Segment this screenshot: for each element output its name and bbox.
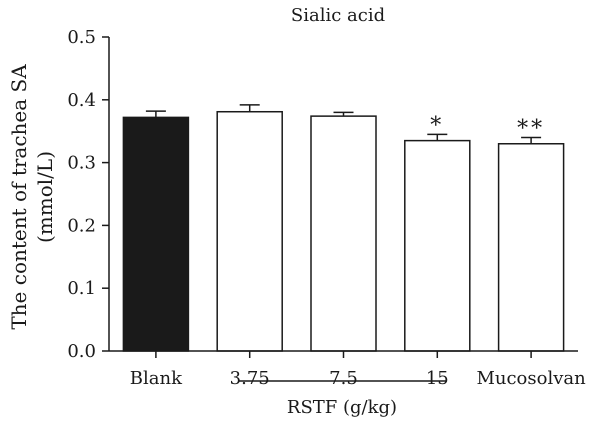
- y-tick-label: 0.4: [67, 90, 96, 111]
- significance-marker-4: **: [517, 116, 545, 141]
- y-axis-label-line1: The content of trachea SA: [7, 64, 31, 330]
- x-tick-label: 15: [426, 368, 449, 389]
- bar-3: [404, 139, 471, 352]
- bar-2: [310, 115, 377, 352]
- x-tick-label: Mucosolvan: [476, 368, 586, 389]
- bar-1: [216, 110, 283, 352]
- y-tick-label: 0.2: [67, 215, 96, 236]
- x-tick-label: 7.5: [329, 368, 358, 389]
- bar-4: [497, 143, 565, 352]
- x-tick-label: 3.75: [230, 368, 270, 389]
- significance-marker-3: *: [430, 113, 444, 138]
- y-tick-label: 0.3: [67, 153, 96, 174]
- x-tick-label: Blank: [130, 368, 183, 389]
- y-axis: 0.0 0.1 0.2 0.3 0.4 0.5: [67, 27, 110, 362]
- y-tick-label: 0.1: [67, 278, 96, 299]
- bars: * **: [122, 104, 565, 352]
- bar-0: [122, 116, 190, 352]
- y-tick-label: 0.0: [67, 341, 96, 362]
- x-axis: Blank 3.75 7.5 15 Mucosolvan: [109, 350, 586, 389]
- y-axis-label-line2: (mmol/L): [33, 151, 57, 243]
- rstf-group-label: RSTF (g/kg): [287, 397, 397, 418]
- y-tick-label: 0.5: [67, 27, 96, 48]
- chart-title: Sialic acid: [291, 5, 385, 26]
